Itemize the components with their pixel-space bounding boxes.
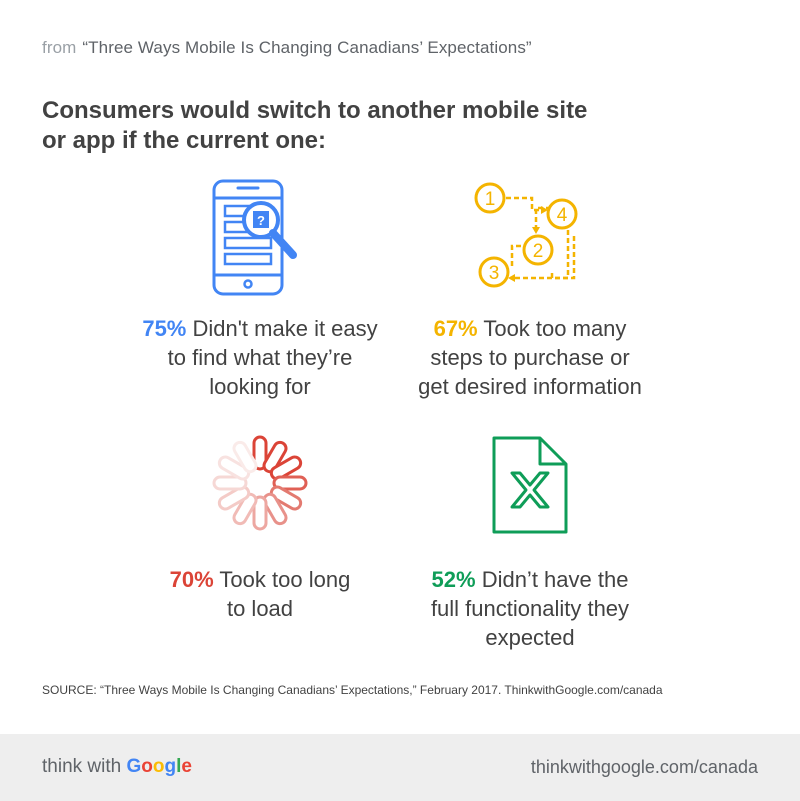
google-letter: o [152, 756, 165, 777]
stat-text: Didn’t have the [475, 567, 629, 592]
stat-line: 70% Took too long [110, 565, 410, 594]
google-letter: o [141, 756, 153, 777]
source-footnote: SOURCE: “Three Ways Mobile Is Changing C… [42, 683, 663, 697]
stat-line: 75% Didn't make it easy [110, 314, 410, 343]
stat-percent: 52% [431, 567, 476, 592]
google-wordmark: Google [126, 756, 191, 777]
stat-text: Didn't make it easy [186, 316, 378, 341]
stat-find: 75% Didn't make it easy to find what the… [110, 314, 410, 401]
stat-percent: 67% [433, 316, 478, 341]
footer-bar: think with Google thinkwithgoogle.com/ca… [0, 734, 800, 801]
stat-line: to find what they’re [167, 345, 353, 370]
google-letter: G [126, 756, 142, 777]
step-number: 4 [557, 205, 568, 226]
source-prefix: from [42, 38, 77, 57]
stat-steps: 67% Took too many steps to purchase or g… [380, 314, 680, 401]
source-title: “Three Ways Mobile Is Changing Canadians… [82, 38, 532, 57]
brand-prefix: think with [42, 756, 127, 777]
step-number: 3 [489, 263, 500, 284]
stat-line: to load [226, 596, 294, 621]
site-url: thinkwithgoogle.com/canada [530, 757, 758, 777]
google-letter: e [181, 756, 192, 777]
loading-spinner-icon [212, 435, 308, 531]
stat-line: get desired information [418, 374, 642, 399]
stat-load: 70% Took too long to load [110, 565, 410, 623]
svg-text:?: ? [257, 213, 265, 228]
stat-functionality: 52% Didn’t have the full functionality t… [380, 565, 680, 652]
stat-percent: 70% [169, 567, 214, 592]
google-letter: l [176, 756, 182, 777]
headline-line-1: Consumers would switch to another mobile… [42, 97, 588, 124]
stat-percent: 75% [142, 316, 187, 341]
page-title: Consumers would switch to another mobile… [42, 96, 642, 156]
phone-search-icon: ? [212, 179, 297, 296]
source-line: from “Three Ways Mobile Is Changing Canad… [42, 38, 532, 58]
stat-text: Took too many [477, 316, 627, 341]
stat-line: 52% Didn’t have the [380, 565, 680, 594]
stat-line: expected [485, 625, 575, 650]
think-with-google-logo: think with Google [42, 756, 192, 778]
step-number: 1 [485, 189, 496, 210]
stat-text: Took too long [213, 567, 351, 592]
numbered-steps-icon: 1 4 2 3 [474, 182, 578, 288]
stat-line: 67% Took too many [380, 314, 680, 343]
stat-line: full functionality they [430, 596, 630, 621]
stat-line: looking for [209, 374, 311, 399]
broken-file-icon [492, 436, 568, 534]
stat-line: steps to purchase or [430, 345, 630, 370]
step-number: 2 [533, 241, 544, 262]
headline-line-2: or app if the current one: [42, 127, 327, 154]
google-letter: g [164, 756, 177, 777]
